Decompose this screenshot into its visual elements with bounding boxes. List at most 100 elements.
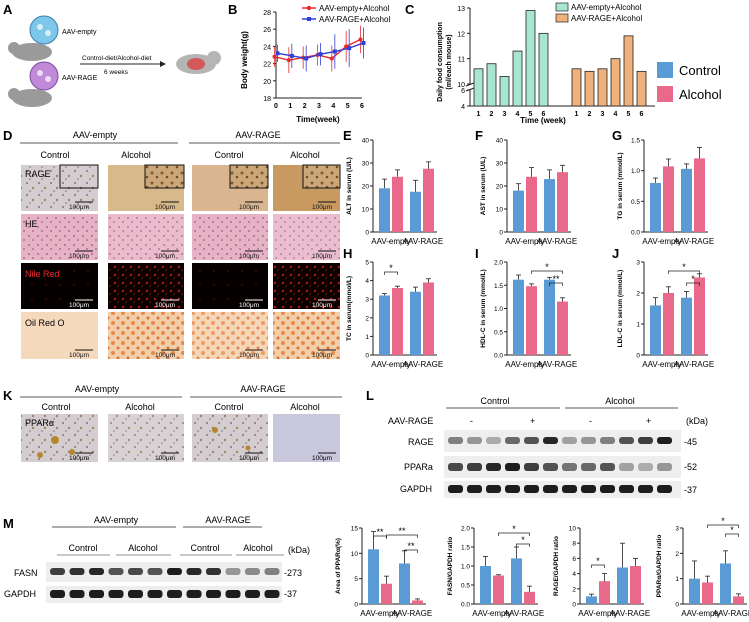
scale-bars: 100μm 100μm 100μm 100μm 100μm 100μm 100μm 100μm… bbox=[69, 201, 336, 359]
panel-d-group-empty: AAV-empty bbox=[73, 130, 118, 140]
bar-group-label-empty: AAV-empty bbox=[642, 360, 681, 369]
scale-bar-label: 100μm bbox=[312, 253, 332, 260]
bar-group-label-empty: AAV-empty bbox=[505, 360, 544, 369]
scale-bar-label: 100μm bbox=[155, 302, 175, 309]
significance-label: * bbox=[512, 524, 516, 534]
scale-bar-label: 100μm bbox=[155, 253, 175, 260]
panel-l-protein-gapdh: GAPDH bbox=[400, 484, 432, 494]
nile-empty-control bbox=[21, 263, 98, 309]
significance-label: ** bbox=[552, 274, 560, 284]
bar-control bbox=[544, 179, 555, 232]
bar-group-label-empty: AAV-empty bbox=[642, 237, 681, 246]
he-empty-control bbox=[21, 214, 98, 260]
band-fasn bbox=[186, 568, 202, 575]
band-gapdh bbox=[264, 590, 280, 598]
bar-control bbox=[513, 190, 524, 232]
panel-b-xlabel: Time(week) bbox=[296, 115, 340, 124]
legend-control-swatch bbox=[657, 62, 673, 78]
bar-ytick-label: 3 bbox=[636, 260, 640, 267]
group-legend: Control Alcohol bbox=[657, 62, 722, 102]
band-gapdh bbox=[543, 485, 558, 493]
bar-ylabel: ALT in serum (U/L) bbox=[346, 157, 353, 215]
panel-label-d: D bbox=[3, 128, 12, 143]
bar-ytick-label: 2 bbox=[675, 551, 679, 558]
band-gapdh bbox=[524, 485, 539, 493]
panel-b-xtick-label: 2 bbox=[303, 103, 307, 110]
significance-bracket bbox=[516, 543, 530, 547]
aav-rage-label: AAV-RAGE bbox=[62, 75, 98, 82]
bar-group-label-empty: AAV-empty bbox=[681, 609, 720, 618]
band-rage bbox=[543, 437, 558, 444]
panel-c-bar-empty bbox=[538, 32, 549, 107]
bar-control bbox=[368, 549, 379, 604]
band-gapdh bbox=[128, 590, 143, 598]
band-ppara bbox=[467, 463, 482, 471]
panel-label-g: G bbox=[612, 128, 622, 143]
bar-ytick-label: 0.0 bbox=[461, 602, 470, 609]
panel-c-bar-empty bbox=[499, 76, 510, 107]
aav-empty-virus-icon bbox=[29, 15, 59, 45]
bar-ytick-label: 0.5 bbox=[494, 329, 503, 336]
bar-control bbox=[689, 578, 700, 604]
legend-alcohol-label: Alcohol bbox=[679, 87, 722, 102]
row-label-oil-red-o: Oil Red O bbox=[25, 318, 65, 328]
bar-ytick-label: 4 bbox=[572, 571, 576, 578]
panel-b-ytick-label: 22 bbox=[263, 62, 271, 69]
bar-alcohol bbox=[526, 176, 537, 232]
bar-control bbox=[513, 279, 524, 355]
row-label-ppara: PPARα bbox=[25, 418, 54, 428]
bar-ytick-label: 40 bbox=[496, 138, 504, 145]
bar-ytick-label: 1 bbox=[365, 334, 369, 341]
band-fasn bbox=[147, 568, 163, 575]
bar-ylabel: Area of PPARα(%) bbox=[335, 538, 342, 594]
bar-ytick-label: 1 bbox=[636, 322, 640, 329]
panel-l-mw-45: -45 bbox=[684, 437, 697, 447]
band-rage bbox=[638, 437, 653, 444]
panel-c-ylabel2: (ml/each mouse) bbox=[446, 34, 453, 89]
bar-ytick-label: 0.5 bbox=[631, 199, 640, 206]
bar-ylabel: HDL-C in serum (mmol/L) bbox=[480, 269, 487, 347]
panel-c-xtick-label: 6 bbox=[542, 111, 546, 118]
significance-label: ** bbox=[407, 541, 415, 551]
panel-k-ihc: AAV-empty AAV-RAGE Control Alcohol Contr… bbox=[20, 384, 342, 462]
panel-c-bar-empty bbox=[525, 10, 536, 107]
bar-group-label-rage: AAV-RAGE bbox=[674, 360, 714, 369]
bands-l bbox=[448, 437, 672, 493]
scale-bars-k: 100μm 100μm 100μm 100μm bbox=[69, 452, 336, 462]
band-gapdh bbox=[186, 590, 202, 598]
aav-empty-label: AAV-empty bbox=[62, 29, 97, 36]
panel-l-minus-1: - bbox=[470, 416, 473, 426]
band-fasn bbox=[245, 568, 260, 575]
bar-group-label-empty: AAV-empty bbox=[472, 609, 511, 618]
panel-label-a: A bbox=[3, 2, 13, 17]
bar-group-label-rage: AAV-RAGE bbox=[504, 609, 544, 618]
bar-ytick-label: 1.0 bbox=[494, 306, 503, 313]
band-rage bbox=[448, 437, 463, 444]
band-rage bbox=[600, 437, 615, 444]
panel-l-western-blot: Control Alcohol AAV-RAGE - + - + (kDa) R… bbox=[388, 396, 708, 498]
bar-ytick-label: 10 bbox=[569, 526, 577, 533]
bar-control bbox=[410, 191, 421, 232]
bar-group-label-rage: AAV-RAGE bbox=[403, 360, 443, 369]
bar-ytick-label: 1.0 bbox=[461, 564, 470, 571]
panel-b-ytick-label: 18 bbox=[263, 96, 271, 103]
bar-control bbox=[399, 563, 410, 604]
bar-ytick-label: 1.5 bbox=[461, 545, 470, 552]
legend-control-label: Control bbox=[679, 63, 721, 78]
scale-bar-label: 100μm bbox=[312, 204, 332, 211]
panel-b-xtick-label: 3 bbox=[317, 103, 321, 110]
panel-k-col-1: Control bbox=[41, 402, 70, 412]
bar-ylabel: AST in serum (U/L) bbox=[480, 157, 487, 216]
significance-label: * bbox=[545, 262, 549, 272]
panel-c-xtick-label: 4 bbox=[516, 111, 520, 118]
band-gapdh bbox=[600, 485, 615, 493]
panel-c-xtick-label: 2 bbox=[490, 111, 494, 118]
band-fasn bbox=[108, 568, 124, 575]
panel-c-ylabel: Daily food consumption bbox=[437, 22, 444, 102]
panel-c-ytick-label: 4 bbox=[461, 104, 465, 111]
bar-alcohol bbox=[557, 172, 568, 232]
panel-c-bar-rage bbox=[571, 68, 582, 107]
mouse-icon bbox=[8, 42, 52, 107]
significance-label: * bbox=[691, 274, 695, 284]
